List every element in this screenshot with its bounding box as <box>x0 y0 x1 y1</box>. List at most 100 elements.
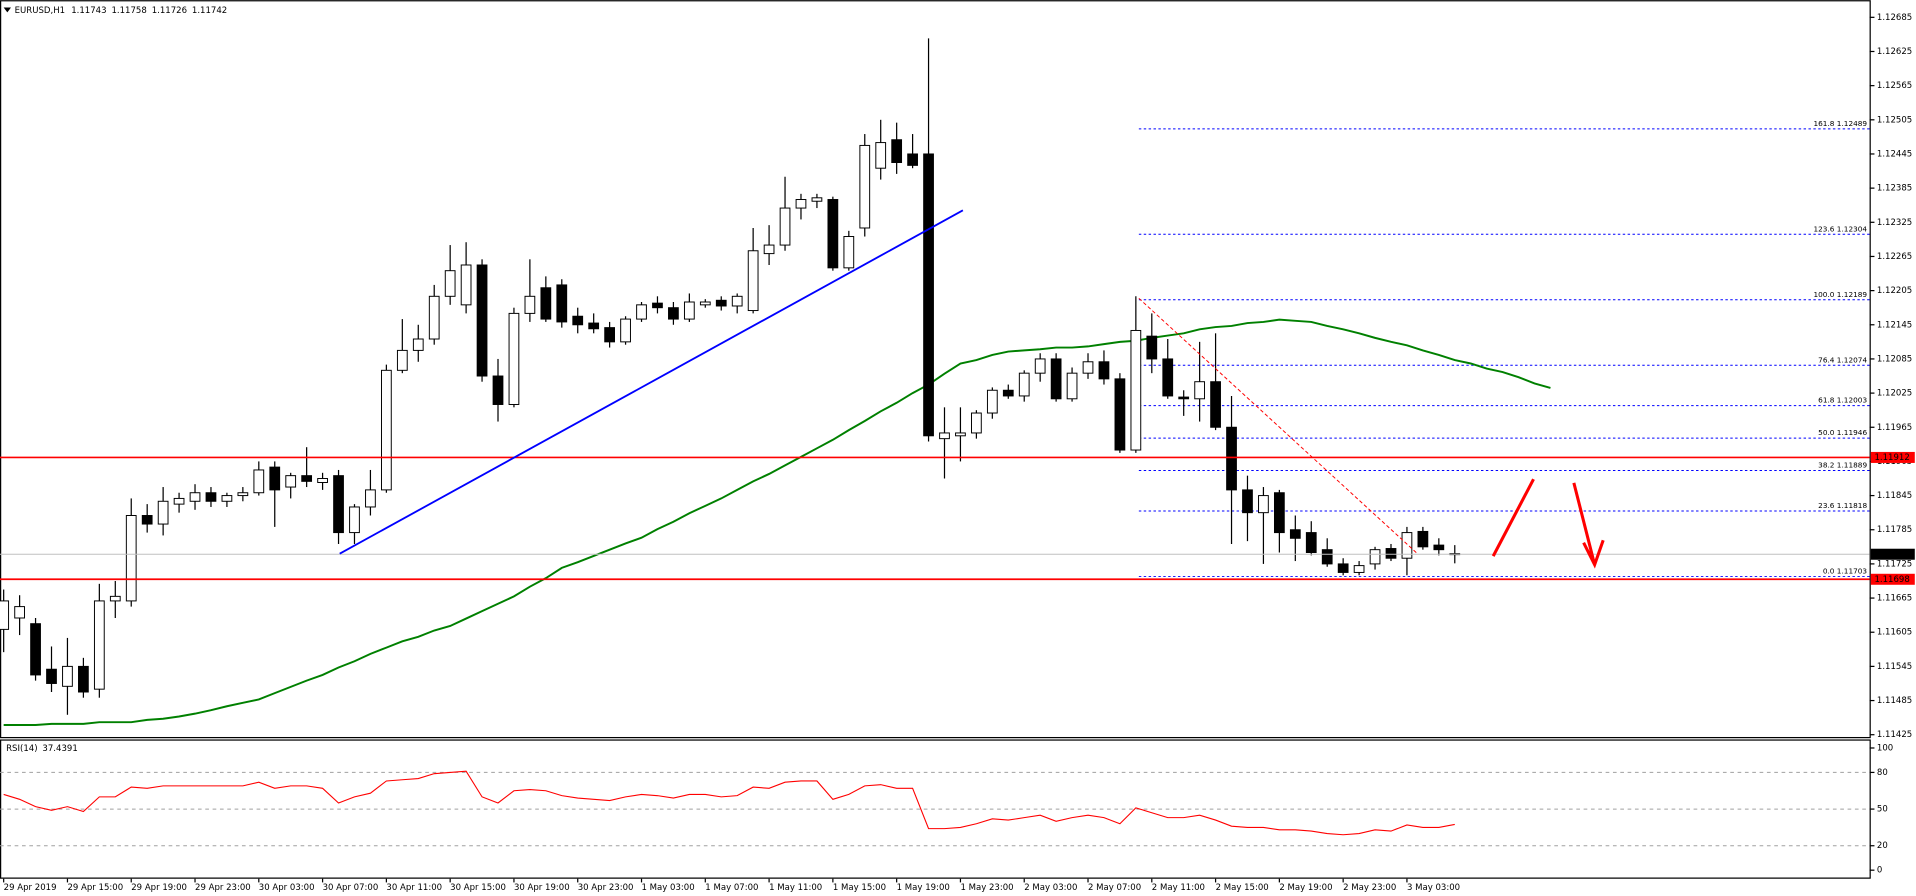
candle <box>93 583 105 698</box>
x-tick-label: 2 May 15:00 <box>1216 883 1269 893</box>
rsi-value: 37.4391 <box>42 743 77 753</box>
candle <box>891 122 903 174</box>
candle <box>747 227 759 314</box>
y-tick-label: 1.11845 <box>1877 491 1912 501</box>
fib-label: 100.0 1.12189 <box>1813 290 1867 299</box>
candle <box>588 313 600 334</box>
candle-body <box>1002 389 1014 397</box>
y-tick-label: 100 <box>1877 743 1893 753</box>
y-tick-label: 20 <box>1877 841 1888 851</box>
candle <box>173 492 185 513</box>
candle-body <box>827 199 839 269</box>
candle-body <box>1273 492 1285 534</box>
candle <box>1018 370 1030 402</box>
candle <box>1162 339 1174 399</box>
x-tick-label: 29 Apr 2019 <box>4 883 57 893</box>
candle-body <box>986 389 998 414</box>
candle-body <box>460 264 472 306</box>
candle-body <box>221 495 233 502</box>
candle-body <box>1353 565 1365 573</box>
candle <box>875 119 887 180</box>
candle <box>189 484 201 510</box>
candle-body <box>285 475 297 488</box>
candle <box>524 259 536 322</box>
y-tick-label: 1.11545 <box>1877 662 1912 672</box>
candle-body <box>747 250 759 312</box>
candle <box>971 410 982 439</box>
symbol: EURUSD,H1 <box>15 5 65 15</box>
candle <box>1353 561 1365 576</box>
drawings <box>339 209 1605 569</box>
candle-body <box>923 153 934 437</box>
y-tick-label: 1.12025 <box>1877 389 1912 399</box>
arrow-up <box>1491 478 1535 557</box>
candle-body <box>843 236 855 269</box>
y-tick-label: 1.12685 <box>1877 13 1912 23</box>
fib-label: 0.0 1.11703 <box>1823 567 1868 576</box>
candle-body <box>30 623 41 676</box>
y-tick-label: 1.11785 <box>1877 525 1912 535</box>
candle <box>14 595 25 636</box>
candle <box>412 324 424 362</box>
candle <box>46 646 57 693</box>
candle-body <box>78 665 89 693</box>
open-value: 1.11743 <box>71 5 106 15</box>
candle <box>923 38 934 442</box>
candle <box>763 225 775 265</box>
candle-body <box>1082 361 1094 374</box>
candle-body <box>157 500 169 525</box>
candle <box>428 284 440 345</box>
candle-body <box>476 264 488 377</box>
fib-label: 76.4 1.12074 <box>1818 355 1867 364</box>
y-tick-label: 80 <box>1877 768 1888 778</box>
candle-body <box>1098 361 1110 380</box>
candle-body <box>588 322 600 330</box>
candle-body <box>939 432 950 440</box>
moving-average <box>3 318 1551 727</box>
candle-body <box>253 469 265 494</box>
candle <box>683 293 695 322</box>
candle <box>1417 526 1429 550</box>
fib-label: 161.8 1.12489 <box>1813 119 1867 128</box>
candle-body <box>46 668 57 684</box>
price-tag-label: 1.11698 <box>1874 575 1909 585</box>
candle <box>556 279 568 328</box>
candle <box>1034 353 1046 382</box>
candle-body <box>14 606 25 619</box>
candle-body <box>492 375 504 405</box>
x-tick-label: 2 May 11:00 <box>1152 883 1205 893</box>
candle <box>1385 543 1397 562</box>
x-tick-label: 1 May 19:00 <box>897 883 950 893</box>
x-tick-label: 1 May 07:00 <box>705 883 758 893</box>
candle <box>349 504 360 544</box>
candle <box>62 637 73 715</box>
fib-label: 123.6 1.12304 <box>1813 224 1867 233</box>
x-tick-label: 1 May 03:00 <box>642 883 695 893</box>
candle-body <box>412 338 424 351</box>
rsi-name: RSI(14) <box>6 743 37 753</box>
candle <box>1146 313 1158 374</box>
candle-body <box>683 301 695 320</box>
candle-body <box>1034 358 1046 374</box>
candle-body <box>1369 549 1381 565</box>
candle-body <box>1258 495 1269 514</box>
candle <box>843 230 855 271</box>
candle <box>253 461 265 496</box>
candle <box>986 387 998 419</box>
x-tick-label: 30 Apr 11:00 <box>386 883 442 893</box>
x-tick-label: 2 May 19:00 <box>1279 883 1332 893</box>
candle-body <box>572 315 584 326</box>
candle-body <box>1417 530 1429 548</box>
candle <box>1194 341 1206 422</box>
candle-body <box>891 139 903 163</box>
candle-body <box>1242 489 1253 514</box>
candle <box>1273 489 1285 553</box>
candle <box>1321 538 1333 567</box>
candle-body <box>1178 396 1190 400</box>
candle-body <box>859 144 871 229</box>
candle-body <box>0 600 10 630</box>
candle-body <box>141 515 153 525</box>
